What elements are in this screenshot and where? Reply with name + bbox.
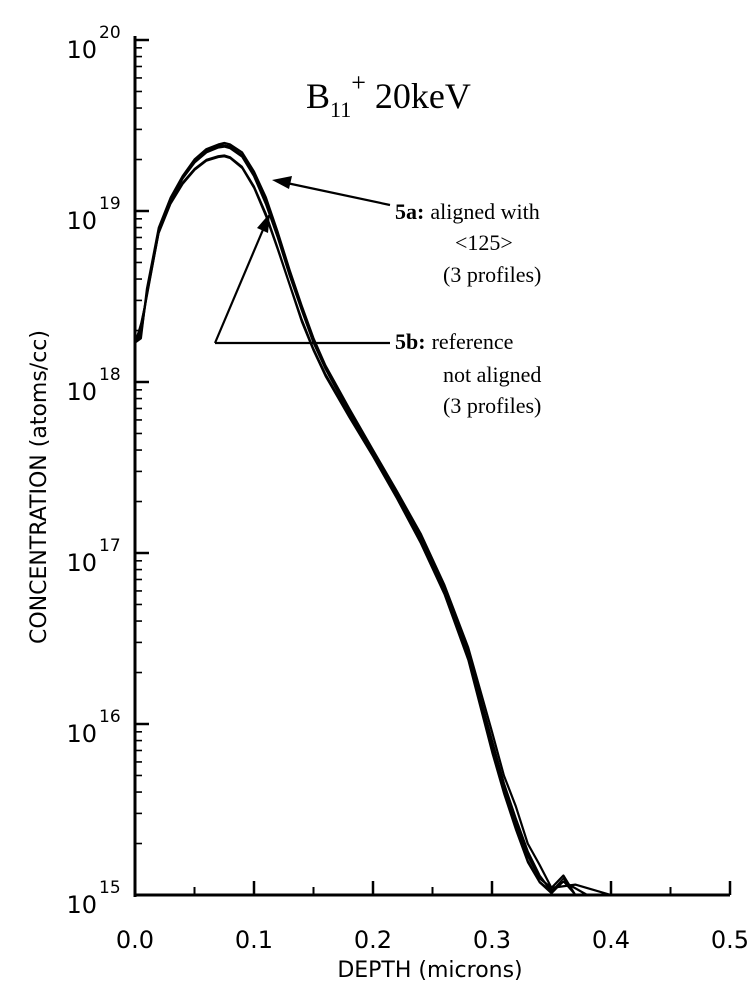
annotation-5a-id: 5a: [395, 199, 424, 224]
y-tick-exponent: 17 [99, 536, 121, 556]
y-tick-exponent: 20 [99, 23, 121, 43]
svg-text:5b:reference: 5b: reference [395, 329, 513, 354]
arrow-5a-head [272, 176, 292, 189]
annotation-5a: 5a: aligned with <125> (3 profiles) [395, 199, 541, 287]
x-axis-title: DEPTH (microns) [337, 958, 522, 983]
annotation-5b-line-3: (3 profiles) [443, 393, 541, 418]
x-tick-label: 0.5 [711, 926, 749, 954]
annotation-5a-line-1: aligned with [430, 199, 539, 224]
annotation-5b-line-2: not aligned [443, 362, 541, 387]
y-tick-label: 10 [66, 207, 97, 235]
series-layer [133, 141, 612, 897]
y-tick-label: 10 [66, 549, 97, 577]
annotation-5b-id: 5b: [395, 329, 426, 354]
x-tick-label: 0.1 [235, 926, 273, 954]
x-tick-label: 0.4 [592, 926, 630, 954]
series-line-5b-5 [134, 154, 576, 896]
y-tick-exponent: 16 [99, 707, 121, 727]
svg-text:5a:aligned with: 5a: aligned with [395, 199, 540, 224]
annotation-5b-line-1: reference [432, 329, 514, 354]
y-tick-exponent: 19 [99, 194, 121, 214]
series-line-5a-3 [133, 145, 577, 896]
x-tick-label: 0.3 [473, 926, 511, 954]
arrow-5a-line [281, 180, 391, 207]
chart-title: B11+ 20keV [306, 68, 471, 122]
series-line-5a-2 [134, 144, 588, 896]
y-tick-label: 10 [66, 378, 97, 406]
x-tick-label: 0.0 [116, 926, 154, 954]
annotation-5a-line-2: <125> [455, 230, 513, 255]
x-tick-label: 0.2 [354, 926, 392, 954]
axis-ticks: 0.0 0.1 0.2 0.3 0.4 0.51015101610171018101910… [66, 23, 749, 954]
series-line-5b-6 [134, 155, 576, 896]
y-tick-label: 10 [66, 36, 97, 64]
annotation-5a-line-3: (3 profiles) [443, 262, 541, 287]
y-axis-title: CONCENTRATION (atoms/cc) [27, 330, 52, 644]
arrow-5b-diagonal [213, 224, 267, 344]
y-tick-label: 10 [66, 891, 97, 919]
y-tick-exponent: 18 [99, 365, 121, 385]
y-tick-label: 10 [66, 720, 97, 748]
y-tick-exponent: 15 [99, 878, 121, 898]
annotation-5b: 5b: reference not aligned (3 profiles) [395, 329, 541, 418]
annotation-arrows [213, 176, 391, 345]
series-line-5a-1 [134, 141, 612, 897]
